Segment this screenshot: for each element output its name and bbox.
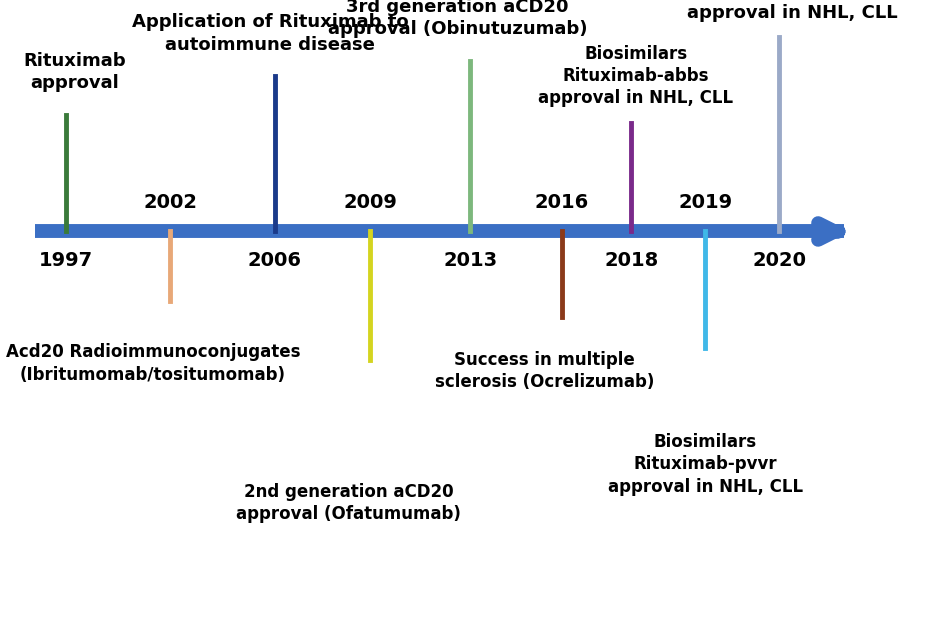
Text: 2002: 2002 [144,193,198,212]
Text: 2009: 2009 [343,193,397,212]
Text: 2020: 2020 [752,251,806,270]
Text: Success in multiple
sclerosis (Ocrelizumab): Success in multiple sclerosis (Ocrelizum… [434,351,654,391]
Text: 3rd generation aCD20
approval (Obinutuzumab): 3rd generation aCD20 approval (Obinutuzu… [327,0,587,38]
Text: 1997: 1997 [39,251,93,270]
Text: Rituximab
approval: Rituximab approval [23,52,126,93]
Text: Acd20 Radioimmunoconjugates
(Ibritumomab/tositumomab): Acd20 Radioimmunoconjugates (Ibritumomab… [6,344,300,384]
Text: Biosimilars
Rituximab-arrx
approval in NHL, CLL: Biosimilars Rituximab-arrx approval in N… [687,0,898,22]
Text: 2016: 2016 [535,193,589,212]
Text: 2nd generation aCD20
approval (Ofatumumab): 2nd generation aCD20 approval (Ofatumuma… [236,483,461,523]
Text: 2006: 2006 [248,251,302,270]
Text: Application of Rituximab to
autoimmune disease: Application of Rituximab to autoimmune d… [132,13,408,54]
Text: 2018: 2018 [604,251,658,270]
Text: Biosimilars
Rituximab-pvvr
approval in NHL, CLL: Biosimilars Rituximab-pvvr approval in N… [608,433,802,496]
Text: Biosimilars
Rituximab-abbs
approval in NHL, CLL: Biosimilars Rituximab-abbs approval in N… [538,45,733,107]
Text: 2013: 2013 [444,251,498,270]
Text: 2019: 2019 [678,193,733,212]
